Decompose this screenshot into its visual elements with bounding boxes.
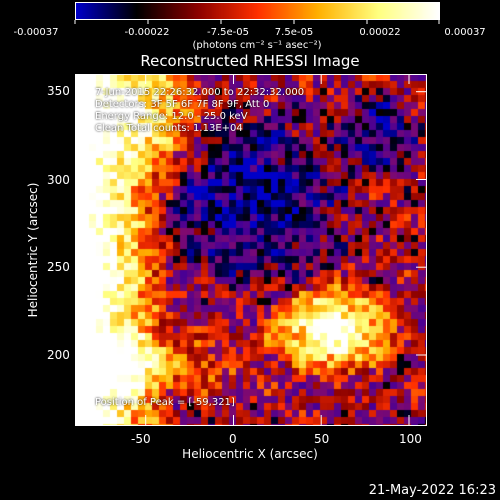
colorbar-ticks — [74, 20, 440, 24]
colorbar-tick-label: 0.00037 — [444, 27, 486, 38]
x-tick-label: 100 — [399, 432, 422, 446]
time-range-text: 7-Jun-2015 22:26:32.000 to 22:32:32.000 — [95, 87, 305, 98]
plot-date: 21-May-2022 16:23 — [368, 483, 496, 498]
clean-counts-text: Clean Total counts: 1.13E+04 — [95, 123, 243, 134]
colorbar-tick-label: -7.5e-05 — [207, 27, 249, 38]
colorbar-tick-label: -0.00037 — [13, 27, 59, 38]
y-tick-label: 300 — [47, 173, 70, 187]
colorbar — [75, 2, 440, 20]
y-tick-label: 200 — [47, 348, 70, 362]
colorbar-unit-label: (photons cm⁻² s⁻¹ asec⁻²) — [192, 40, 322, 51]
x-axis-label: Heliocentric X (arcsec) — [182, 447, 318, 461]
y-tick-label: 350 — [47, 84, 70, 98]
peak-position-text: Position of Peak = [-59,321] — [95, 397, 235, 408]
x-tick-label: 0 — [229, 432, 237, 446]
y-tick-label: 250 — [47, 260, 70, 274]
rhessi-image — [75, 74, 426, 425]
detectors-text: Detectors: 3F 5F 6F 7F 8F 9F, Att 0 — [95, 99, 270, 110]
y-axis-label: Heliocentric Y (arcsec) — [26, 182, 40, 318]
colorbar-tick-label: 0.00022 — [359, 27, 401, 38]
image-title: Reconstructed RHESSI Image — [140, 52, 360, 70]
energy-range-text: Energy Range: 12.0 - 25.0 keV — [95, 111, 248, 122]
x-tick-label: 50 — [314, 432, 330, 446]
colorbar-tick-label: 7.5e-05 — [274, 27, 314, 38]
colorbar-tick-label: -0.00022 — [124, 27, 170, 38]
x-tick-label: -50 — [131, 432, 151, 446]
